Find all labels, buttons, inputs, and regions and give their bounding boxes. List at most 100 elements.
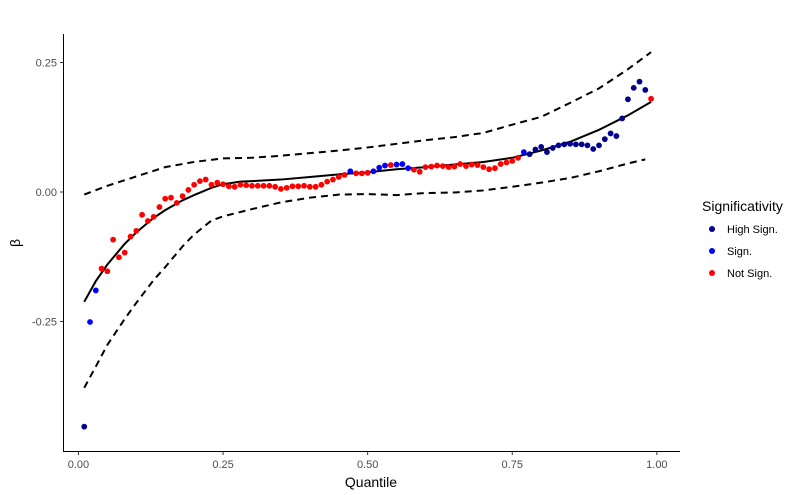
data-point: [625, 96, 631, 103]
data-point: [330, 176, 336, 183]
data-point: [370, 168, 377, 175]
data-point: [324, 178, 331, 185]
data-point: [549, 145, 556, 151]
data-point: [214, 179, 221, 186]
lower-band-line: [83, 158, 646, 389]
data-point: [168, 194, 174, 201]
data-point: [272, 183, 279, 190]
x-tick-label: 0.25: [212, 459, 233, 471]
data-point: [156, 204, 163, 210]
data-point: [191, 181, 198, 188]
data-point: [451, 163, 458, 170]
data-point: [434, 162, 440, 169]
upper-band-line: [83, 51, 652, 196]
legend-label: High Sign.: [727, 224, 778, 236]
data-point: [399, 161, 406, 167]
data-point: [590, 146, 597, 152]
data-point: [98, 265, 105, 272]
data-point: [127, 233, 134, 240]
data-point: [353, 170, 359, 177]
data-point: [283, 184, 290, 191]
data-point: [503, 159, 510, 166]
legend-label: Not Sign.: [727, 268, 772, 280]
legend: Significativity High Sign. Sign. Not Sign.: [702, 198, 783, 280]
y-axis-title: β: [7, 239, 23, 247]
data-point: [567, 140, 573, 147]
legend-key: [709, 226, 715, 232]
data-point: [312, 183, 319, 190]
data-point: [468, 161, 475, 168]
plot-area: [81, 51, 654, 430]
legend-label: Sign.: [727, 246, 752, 258]
fit-line: [83, 100, 652, 303]
data-point: [613, 133, 620, 139]
data-point: [289, 183, 296, 190]
x-tick-label: 0.75: [502, 459, 523, 471]
data-point: [387, 162, 394, 168]
data-point: [260, 182, 267, 189]
data-point: [474, 162, 481, 168]
data-point: [318, 181, 325, 188]
data-point: [463, 163, 469, 169]
data-point: [509, 158, 516, 164]
legend-key: [709, 248, 715, 254]
data-point: [520, 149, 527, 156]
data-point: [411, 166, 417, 173]
data-point: [457, 161, 464, 167]
x-tick-label: 0.00: [68, 459, 89, 471]
data-point: [266, 182, 273, 189]
data-point: [133, 227, 140, 234]
data-point: [104, 268, 111, 275]
y-tick-label: -0.25: [32, 316, 57, 328]
data-point: [607, 130, 614, 137]
data-point: [515, 154, 521, 161]
y-tick-label: 0.00: [36, 187, 57, 199]
data-point: [555, 142, 562, 149]
data-point: [225, 183, 232, 190]
data-point: [642, 87, 649, 93]
data-point: [197, 178, 203, 185]
data-point: [636, 78, 643, 85]
data-point: [179, 193, 186, 200]
data-point: [439, 163, 446, 169]
data-point: [445, 164, 452, 171]
data-point: [150, 213, 157, 220]
data-point: [278, 185, 284, 192]
data-point: [341, 172, 348, 178]
data-point: [121, 249, 128, 256]
data-point: [231, 183, 238, 190]
data-point: [497, 161, 504, 167]
data-point: [584, 142, 591, 149]
data-point: [364, 169, 371, 176]
data-point: [382, 162, 388, 169]
data-point: [561, 141, 568, 148]
data-point: [306, 183, 313, 190]
data-point: [220, 181, 226, 188]
data-point: [376, 164, 383, 171]
data-point: [532, 146, 539, 153]
data-point: [578, 141, 585, 148]
data-point: [81, 423, 88, 430]
data-point: [202, 176, 209, 183]
data-point: [572, 141, 579, 148]
legend-title: Significativity: [702, 198, 783, 214]
data-point: [185, 187, 192, 193]
data-point: [416, 168, 423, 175]
data-point: [648, 95, 654, 102]
data-point: [335, 174, 342, 180]
x-tick-label: 0.50: [357, 459, 378, 471]
data-point: [254, 182, 261, 189]
data-point: [295, 183, 302, 190]
data-point: [428, 163, 435, 170]
ticks: 0.00 0.25 0.50 0.75 1.00 -0.25 0.00 0.25: [32, 57, 668, 471]
data-point: [208, 181, 215, 188]
data-point: [405, 165, 412, 172]
data-point: [486, 166, 493, 173]
data-point: [139, 211, 145, 218]
data-point: [173, 199, 180, 206]
y-tick-label: 0.25: [36, 57, 57, 69]
data-point: [110, 236, 117, 243]
data-point: [619, 115, 626, 122]
data-point: [630, 84, 637, 91]
